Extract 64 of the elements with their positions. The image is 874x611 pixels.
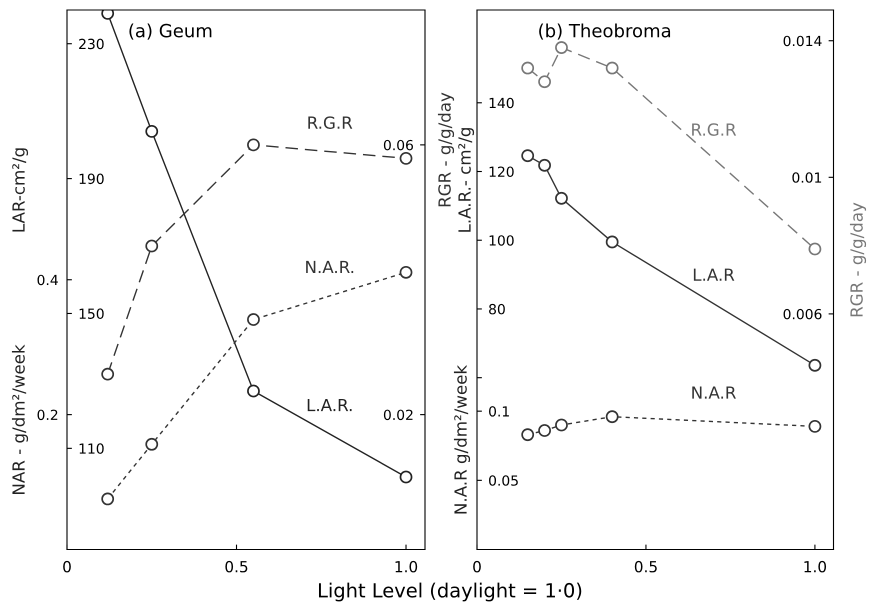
y2-tick-label: 0.014 [784, 36, 822, 46]
y-axis-title: L.A.R.- cm²/g [458, 128, 474, 232]
y3-tick-label: 0.2 [37, 410, 58, 420]
point [521, 149, 534, 162]
point [538, 75, 551, 88]
y3-tick-label: 0.1 [489, 406, 509, 417]
y2-axis-title: RGR - g/g/day [850, 202, 866, 316]
point [521, 62, 534, 74]
y-tick-label: 100 [490, 235, 514, 246]
point [606, 410, 619, 424]
y-tick-label: 80 [489, 304, 505, 314]
series-label: N.A.R [692, 386, 736, 399]
point [555, 41, 568, 54]
point [521, 428, 534, 442]
x-axis-title: Light Level (daylight = 1·0) [318, 582, 582, 602]
point [555, 192, 568, 205]
point [101, 368, 114, 381]
point [808, 242, 822, 256]
y2-tick-label: 0.02 [384, 410, 412, 420]
point [538, 424, 551, 437]
y-tick-label: 230 [79, 38, 104, 50]
point [606, 62, 619, 74]
point [145, 438, 158, 451]
y-tick-label: 140 [490, 98, 514, 108]
point [247, 384, 260, 398]
x-tick-label: 0 [63, 560, 71, 572]
text: (a) Geum [129, 24, 212, 40]
y-axis-title: LAR-cm²/g [12, 148, 28, 232]
y-tick-label: 120 [490, 166, 514, 177]
point [400, 266, 412, 279]
x-tick-label: 1.0 [804, 560, 826, 572]
y-tick-label: 190 [80, 174, 104, 184]
y3-tick-label: 0.05 [489, 475, 518, 486]
x-tick-label: 0 [473, 560, 481, 572]
series-label: L.A.R. [308, 398, 352, 412]
x-tick-label: 0.5 [225, 560, 248, 572]
x-tick-label: 1.0 [396, 560, 418, 572]
x-tick-label: 0.5 [634, 560, 657, 572]
point [145, 240, 158, 252]
y3-tick-label: 0.4 [37, 274, 58, 286]
point [808, 358, 822, 372]
y2-tick-label: 0.06 [384, 140, 414, 150]
point [400, 470, 412, 484]
point [808, 420, 822, 433]
series-label: L.A.R [694, 268, 734, 281]
series-label: R.G.R [692, 123, 736, 136]
point [538, 158, 551, 172]
y-tick-label: 150 [80, 308, 104, 319]
y3-axis-title: NAR - g/dm²/week [12, 344, 28, 494]
series-label: N.A.R. [306, 260, 354, 274]
point [145, 124, 158, 138]
series-label: R.G.R [308, 116, 352, 129]
point [400, 152, 412, 165]
point [101, 492, 114, 506]
point [555, 418, 568, 432]
point [247, 138, 260, 152]
y2-axis-title: RGR - g/g/day [438, 92, 454, 206]
y2-tick-label: 0.01 [792, 172, 822, 183]
y3-axis-title: N.A.R g/dm²/week [454, 364, 470, 514]
point [606, 236, 619, 248]
y-tick-label: 110 [80, 443, 104, 454]
y2-tick-label: 0.006 [784, 308, 822, 320]
text: (b) Theobroma [539, 23, 670, 40]
point [247, 313, 260, 326]
